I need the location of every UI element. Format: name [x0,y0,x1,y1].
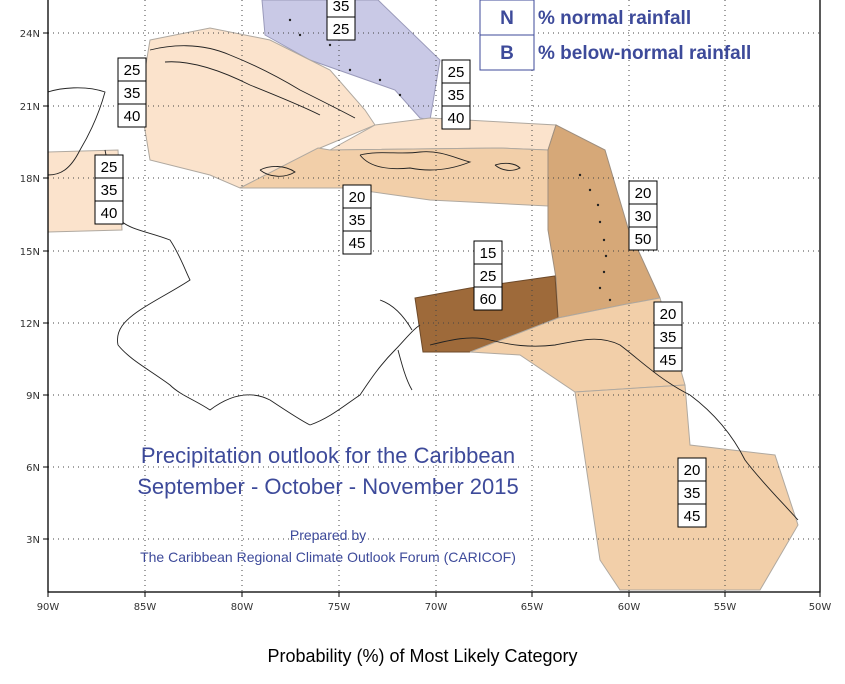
legend-label-n: % normal rainfall [538,8,691,29]
probability-value: 25 [448,64,465,81]
probability-value: 60 [480,291,497,308]
map-caption: Probability (%) of Most Likely Category [267,646,578,666]
lon-tick-50w: 50W [809,602,832,613]
probability-box: 25 35 40 [94,154,124,225]
probability-box: 20 35 45 [342,184,372,255]
legend: N B % normal rainfall % below-normal rai… [479,0,751,71]
probability-box: 20 35 45 [677,457,707,528]
probability-value: 45 [684,508,701,525]
probability-cell [326,16,356,41]
legend-label-b: % below-normal rainfall [538,43,751,64]
probability-cell [342,230,372,255]
probability-value: 20 [349,189,366,206]
probability-value: 35 [124,85,141,102]
lon-tick-65w: 65W [521,602,544,613]
probability-cell [94,200,124,225]
probability-box: 25 35 40 [117,57,147,128]
region-cuba [139,27,376,189]
probability-cell [441,105,471,130]
antilles-dots [288,18,612,302]
lat-tick-18n: 18N [20,174,40,185]
lon-tick-60w: 60W [618,602,641,613]
probability-value: 35 [448,87,465,104]
probability-box: 20 35 45 [653,301,683,372]
organization: The Caribbean Regional Climate Outlook F… [140,549,516,565]
lon-tick-80w: 80W [231,602,254,613]
legend-key-n: N [500,8,514,29]
probability-value: 40 [101,205,118,222]
graticule [48,0,820,592]
prepared-by: Prepared by [290,527,366,543]
legend-key-b: B [500,43,514,64]
probability-value: 40 [124,108,141,125]
probability-value: 40 [448,110,465,127]
lat-tick-24n: 24N [20,29,40,40]
probability-value: 35 [101,182,118,199]
probability-value: 35 [349,212,366,229]
probability-value: 45 [349,235,366,252]
legend-key-box-b [479,34,535,71]
map-title-line2: September - October - November 2015 [137,474,519,499]
probability-box: 20 30 50 [628,180,658,251]
lon-tick-90w: 90W [37,602,60,613]
probability-cell [677,503,707,528]
lon-tick-55w: 55W [714,602,737,613]
probability-value: 35 [660,329,677,346]
lat-tick-15n: 15N [20,247,40,258]
probability-cell [628,226,658,251]
probability-value: 35 [684,485,701,502]
probability-value: 20 [660,306,677,323]
lat-tick-3n: 3N [26,535,40,546]
probability-value: 30 [635,208,652,225]
lon-tick-75w: 75W [328,602,351,613]
lon-tick-70w: 70W [425,602,448,613]
probability-value: 25 [480,268,497,285]
lat-tick-9n: 9N [26,391,40,402]
probability-cell [473,286,503,311]
lat-tick-6n: 6N [26,463,40,474]
probability-value: 25 [101,159,118,176]
probability-cell [653,347,683,372]
region-bahamas [261,0,441,121]
legend-key-box-n [479,0,535,36]
map-title-line1: Precipitation outlook for the Caribbean [141,443,515,468]
probability-value: 15 [480,245,497,262]
probability-value: 50 [635,231,652,248]
map-frame [47,0,821,593]
probability-value: 20 [684,462,701,479]
probability-box: 15 25 60 [473,240,503,311]
probability-value: 20 [635,185,652,202]
probability-value: 45 [660,352,677,369]
probability-box: 25 35 40 [441,59,471,130]
coastlines [48,45,799,521]
lat-tick-21n: 21N [20,102,40,113]
probability-cell [117,103,147,128]
probability-value: 35 [333,0,350,15]
probability-value: 25 [124,62,141,79]
probability-value: 25 [333,21,350,38]
lat-tick-12n: 12N [20,319,40,330]
lon-tick-85w: 85W [134,602,157,613]
